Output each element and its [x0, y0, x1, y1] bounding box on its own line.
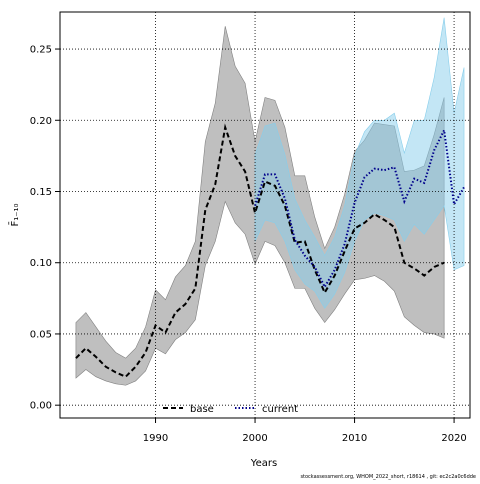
line	[254, 126, 465, 290]
legend: base current	[163, 404, 298, 415]
x-tick-label: 2020	[441, 433, 466, 444]
y-tick-label: 0.20	[30, 116, 52, 127]
y-tick-label: 0.10	[30, 258, 52, 269]
legend-label: current	[262, 404, 298, 415]
confidence-band	[254, 17, 465, 309]
y-tick-label: 0.25	[30, 45, 52, 56]
footnote: stockassessment.org, WHOM_2022_short, r1…	[300, 474, 476, 480]
x-axis-label: Years	[250, 458, 277, 469]
x-tick-label: 1990	[143, 433, 168, 444]
y-tick-label: 0.00	[30, 401, 52, 412]
y-tick-label: 0.15	[30, 187, 52, 198]
line	[75, 123, 445, 378]
legend-label: base	[190, 404, 214, 415]
x-tick-label: 2000	[242, 433, 267, 444]
x-tick-label: 2010	[342, 433, 367, 444]
plot-frame	[59, 11, 471, 419]
y-tick-label: 0.05	[30, 329, 52, 340]
y-axis-label: F̄₁₋₁₀	[8, 203, 21, 226]
